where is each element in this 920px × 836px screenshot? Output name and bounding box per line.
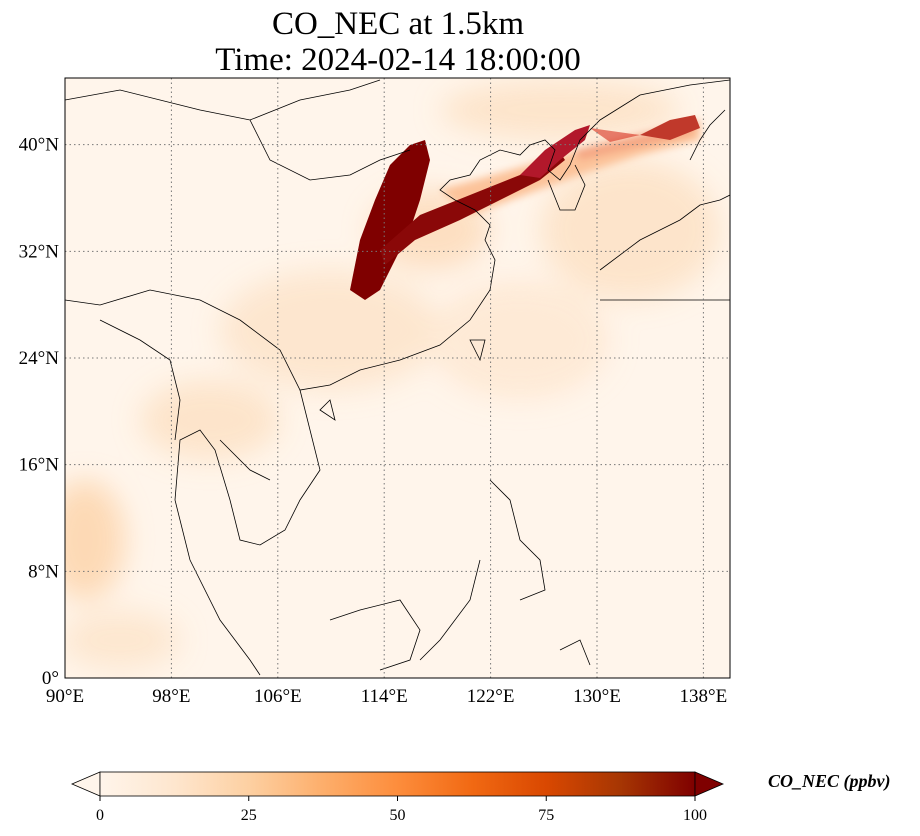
gridlines [65, 78, 730, 678]
co-plume [350, 115, 700, 300]
colorbar: 0 25 50 75 100 [70, 771, 725, 824]
colorbar-tick-label: 25 [241, 807, 257, 824]
colorbar-gradient [99, 771, 696, 797]
map-title-line-2: Time: 2024-02-14 18:00:00 [215, 42, 581, 78]
lat-tick-label: 32°N [19, 241, 60, 262]
lon-tick-label: 130°E [573, 686, 621, 707]
lon-tick-label: 138°E [680, 686, 728, 707]
colorbar-tick-label: 0 [96, 807, 104, 824]
colorbar-ticks: 0 25 50 75 100 [96, 796, 707, 824]
colorbar-extend-max [694, 771, 725, 797]
lon-tick-label: 114°E [361, 686, 408, 707]
lat-tick-label: 8°N [28, 561, 59, 582]
colorbar-tick-label: 75 [538, 807, 554, 824]
lon-tick-label: 106°E [254, 686, 302, 707]
map-frame [64, 77, 731, 679]
longitude-tick-labels: 90°E 98°E 106°E 114°E 122°E 130°E 138°E [46, 686, 727, 707]
lat-tick-label: 24°N [19, 348, 60, 369]
latitude-tick-labels: 0° 8°N 16°N 24°N 32°N 40°N [19, 135, 60, 689]
lat-tick-label: 16°N [19, 455, 60, 476]
lon-tick-label: 90°E [46, 686, 84, 707]
lat-tick-label: 40°N [19, 135, 60, 156]
map-title-line-1: CO_NEC at 1.5km [271, 6, 525, 42]
colorbar-tick-label: 50 [390, 807, 406, 824]
coastlines [65, 79, 730, 676]
colorbar-label: CO_NEC (ppbv) [768, 771, 891, 791]
lat-tick-label: 0° [42, 668, 59, 689]
colorbar-extend-min [70, 771, 101, 797]
lon-tick-label: 122°E [467, 686, 515, 707]
lon-tick-label: 98°E [152, 686, 190, 707]
colorbar-tick-label: 100 [683, 807, 707, 824]
concentration-field [65, 78, 730, 678]
